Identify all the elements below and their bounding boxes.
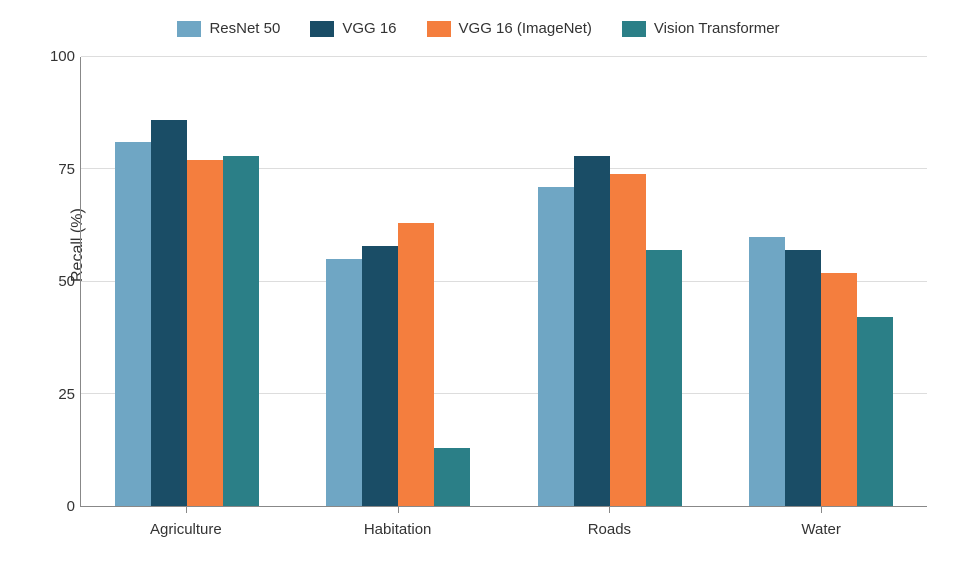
x-tick-label: Habitation	[292, 521, 504, 547]
bars-area	[81, 57, 927, 506]
y-axis: 0255075100	[30, 57, 75, 507]
legend-swatch	[622, 21, 646, 37]
bar	[362, 246, 398, 506]
legend-swatch	[177, 21, 201, 37]
legend-label: VGG 16	[342, 20, 396, 37]
y-tick: 0	[30, 498, 75, 516]
bar	[610, 174, 646, 506]
category-group	[716, 57, 928, 506]
legend-item: ResNet 50	[177, 20, 280, 37]
bar	[398, 223, 434, 506]
plot-area: Recall (%) 0255075100	[80, 57, 927, 507]
bar	[538, 187, 574, 506]
y-tick-label: 75	[58, 161, 75, 178]
x-tick-mark	[609, 507, 610, 513]
bar	[326, 259, 362, 506]
y-tick: 25	[30, 386, 75, 404]
y-tick-label: 0	[67, 498, 75, 515]
x-tick-mark	[186, 507, 187, 513]
legend-label: ResNet 50	[209, 20, 280, 37]
y-tick-label: 50	[58, 273, 75, 290]
x-tick-mark	[398, 507, 399, 513]
bar	[646, 250, 682, 506]
bar	[187, 160, 223, 506]
y-tick-label: 100	[50, 48, 75, 65]
bar	[749, 237, 785, 506]
bar	[151, 120, 187, 506]
bar	[223, 156, 259, 506]
bar	[115, 142, 151, 506]
bar	[785, 250, 821, 506]
x-tick-mark	[821, 507, 822, 513]
legend-item: Vision Transformer	[622, 20, 780, 37]
bar	[574, 156, 610, 506]
x-tick-label: Agriculture	[80, 521, 292, 547]
category-group	[293, 57, 505, 506]
y-tick: 75	[30, 161, 75, 179]
x-labels: AgricultureHabitationRoadsWater	[80, 507, 927, 547]
y-tick: 100	[30, 48, 75, 66]
x-tick-label: Water	[715, 521, 927, 547]
legend-label: Vision Transformer	[654, 20, 780, 37]
y-tick-label: 25	[58, 386, 75, 403]
legend-swatch	[427, 21, 451, 37]
x-axis: AgricultureHabitationRoadsWater	[80, 507, 927, 547]
chart-container: ResNet 50 VGG 16 VGG 16 (ImageNet) Vision T…	[0, 0, 957, 568]
category-group	[81, 57, 293, 506]
legend-swatch	[310, 21, 334, 37]
legend-label: VGG 16 (ImageNet)	[459, 20, 592, 37]
y-tick: 50	[30, 273, 75, 291]
bar	[821, 273, 857, 506]
bar	[857, 317, 893, 506]
x-tick-label: Roads	[504, 521, 716, 547]
category-group	[504, 57, 716, 506]
grid-area	[80, 57, 927, 507]
bar	[434, 448, 470, 506]
legend-item: VGG 16	[310, 20, 396, 37]
legend-item: VGG 16 (ImageNet)	[427, 20, 592, 37]
legend: ResNet 50 VGG 16 VGG 16 (ImageNet) Vision T…	[10, 10, 947, 57]
